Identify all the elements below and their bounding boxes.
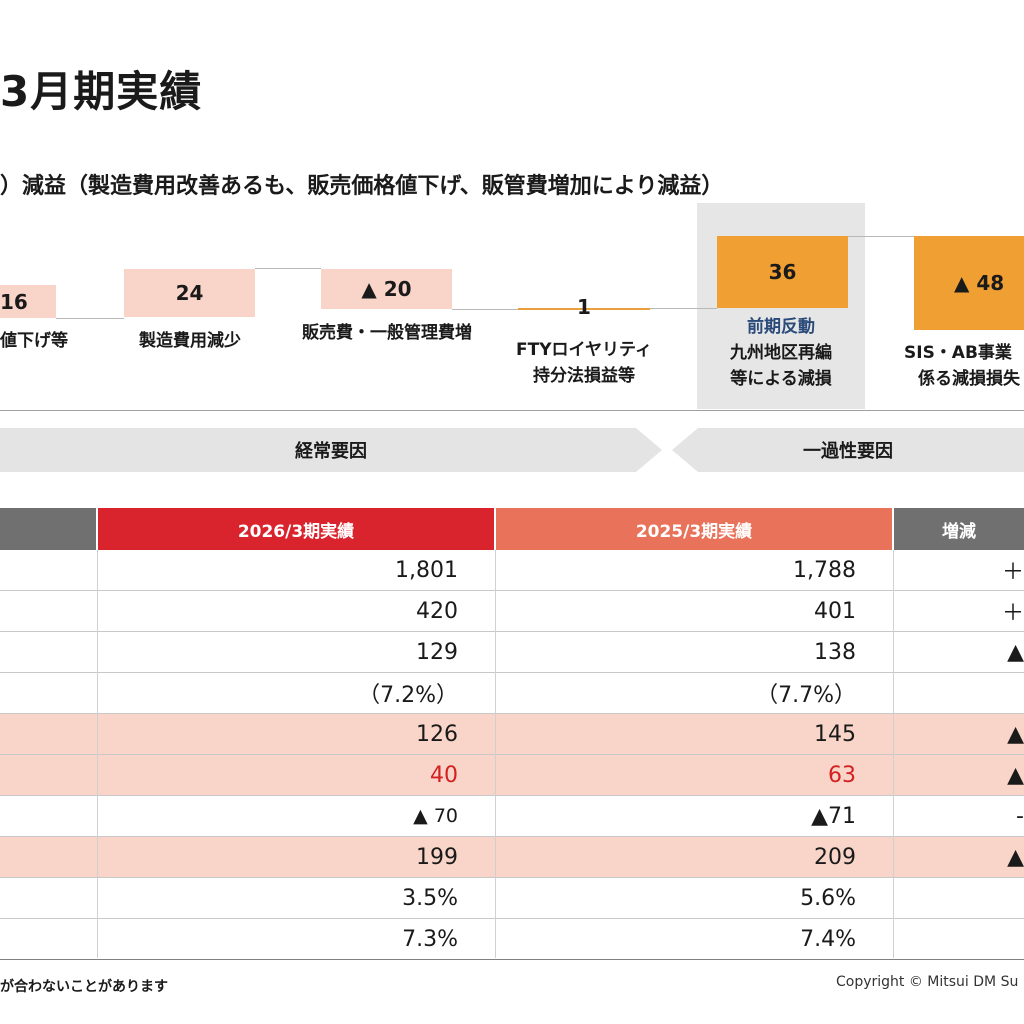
- one-time-factors-banner: 一過性要因: [672, 428, 1024, 472]
- cell-previous: 1,788: [793, 557, 856, 583]
- cell-change: [894, 919, 1024, 959]
- connector-line: [848, 236, 914, 237]
- header-label: 2026/3期実績: [237, 521, 355, 542]
- cell-current: 420: [416, 598, 458, 624]
- waterfall-label-line: FTYロイヤリティ: [516, 340, 652, 360]
- cell-change: ＋: [1001, 601, 1024, 626]
- footnote: が合わないことがあります: [0, 979, 168, 995]
- cell-change: ＋: [1001, 560, 1024, 585]
- connector-line: [452, 309, 518, 310]
- cell-previous: 401: [814, 598, 856, 624]
- cell-change: ▲: [1007, 844, 1024, 870]
- cell-current: （7.2%）: [358, 683, 458, 708]
- one-time-factors-label: 一過性要因: [803, 441, 893, 462]
- page-subtitle: ）減益（製造費用改善あるも、販売価格値下げ、販管費増加により減益）: [0, 174, 724, 199]
- waterfall-bar-royalty: [518, 308, 650, 310]
- table-header-change: 増減: [894, 508, 1024, 550]
- cell-previous: 145: [814, 721, 856, 747]
- waterfall-bar-price: 16: [0, 285, 56, 318]
- header-label: 増減: [942, 521, 976, 542]
- cell-current: 1,801: [395, 557, 458, 583]
- section-divider: [0, 410, 1024, 411]
- header-label: 2025/3期実績: [635, 521, 753, 542]
- connector-line: [650, 308, 717, 309]
- copyright: Copyright © Mitsui DM Su: [836, 974, 1019, 990]
- table-row: ▲ 70 ▲71 -: [0, 796, 1024, 837]
- waterfall-value: 16: [0, 289, 28, 314]
- cell-current: ▲ 70: [413, 805, 458, 827]
- cell-current: 126: [416, 721, 458, 747]
- waterfall-value: 24: [175, 281, 204, 305]
- table-row: （7.2%） （7.7%）: [0, 673, 1024, 714]
- cell-change: ▲: [1007, 721, 1024, 747]
- cell-previous: 5.6%: [800, 885, 856, 911]
- table-row: 420 401 ＋: [0, 591, 1024, 632]
- table-row: 199 209 ▲: [0, 837, 1024, 878]
- table-header-item: [0, 508, 96, 550]
- cell-change: [894, 673, 1024, 713]
- cell-current: 3.5%: [402, 885, 458, 911]
- cell-previous: 209: [814, 844, 856, 870]
- waterfall-bar-impairment: ▲ 48: [914, 236, 1024, 330]
- column-divider: [495, 550, 496, 958]
- cell-previous: 138: [814, 639, 856, 665]
- table-row: 7.3% 7.4%: [0, 919, 1024, 960]
- waterfall-label-line: 等による減損: [730, 369, 832, 389]
- waterfall-label-tag: 前期反動: [747, 317, 815, 337]
- waterfall-label: FTYロイヤリティ 持分法損益等: [496, 337, 672, 389]
- page-title: 3月期実績: [0, 67, 203, 116]
- connector-line: [56, 318, 124, 319]
- recurring-factors-label: 経常要因: [295, 441, 367, 462]
- cell-previous: ▲71: [811, 803, 856, 829]
- recurring-factors-banner: 経常要因: [0, 428, 662, 472]
- table-row: 129 138 ▲: [0, 632, 1024, 673]
- waterfall-label-line: 係る減損損失: [918, 369, 1020, 389]
- table-row: 3.5% 5.6%: [0, 878, 1024, 919]
- cell-change: ▲: [1007, 762, 1024, 788]
- cell-change: [894, 878, 1024, 918]
- column-divider: [97, 550, 98, 958]
- cell-change: -: [1016, 803, 1024, 829]
- waterfall-label: SIS・AB事業 係る減損損失: [904, 340, 1024, 392]
- table-row: 40 63 ▲: [0, 755, 1024, 796]
- waterfall-value: 36: [768, 260, 797, 284]
- table-header-previous: 2025/3期実績: [496, 508, 892, 550]
- waterfall-bar-prior-reversal: 36: [717, 236, 848, 308]
- waterfall-label-line: 持分法損益等: [533, 366, 635, 386]
- cell-current: 199: [416, 844, 458, 870]
- connector-line: [255, 268, 321, 269]
- waterfall-value: ▲ 48: [954, 271, 1005, 295]
- table-row: 126 145 ▲: [0, 714, 1024, 755]
- cell-current: 7.3%: [402, 926, 458, 952]
- waterfall-value: ▲ 20: [361, 277, 412, 301]
- waterfall-label: 前期反動 九州地区再編 等による減損: [697, 314, 865, 392]
- waterfall-bar-manufacturing: 24: [124, 269, 255, 317]
- cell-previous: 63: [828, 762, 856, 788]
- cell-current: 40: [430, 762, 458, 788]
- cell-current: 129: [416, 639, 458, 665]
- table-row: 1,801 1,788 ＋: [0, 550, 1024, 591]
- cell-change: ▲: [1007, 639, 1024, 665]
- waterfall-label: 販売費・一般管理費増: [302, 323, 472, 343]
- waterfall-label-line: SIS・AB事業: [904, 343, 1012, 363]
- table-header-current: 2026/3期実績: [98, 508, 494, 550]
- waterfall-label: 製造費用減少: [139, 331, 241, 351]
- cell-previous: （7.7%）: [756, 683, 856, 708]
- waterfall-label-line: 九州地区再編: [730, 343, 832, 363]
- waterfall-bar-sga: ▲ 20: [321, 269, 452, 309]
- waterfall-label: 値下げ等: [0, 331, 68, 351]
- waterfall-value: 1: [577, 295, 591, 319]
- cell-previous: 7.4%: [800, 926, 856, 952]
- column-divider: [893, 550, 894, 958]
